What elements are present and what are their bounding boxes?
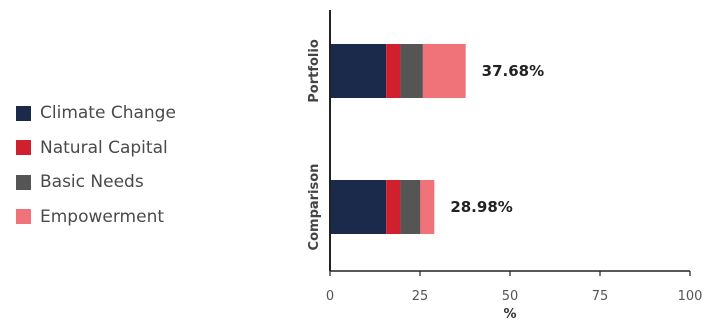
category-labels: Portfolio Comparison: [307, 39, 322, 250]
legend-label: Basic Needs: [40, 172, 144, 193]
bar-comparison-natural-capital: [386, 180, 401, 234]
legend-item-natural-capital: Natural Capital: [16, 131, 176, 166]
x-axis-title: %: [503, 307, 516, 322]
x-tick-label: 100: [678, 289, 703, 304]
x-tick-label: 0: [326, 289, 334, 304]
bar-comparison-empowerment: [420, 180, 435, 234]
total-labels: 37.68% 28.98%: [450, 62, 544, 216]
category-label-comparison: Comparison: [307, 164, 322, 251]
category-label-portfolio: Portfolio: [307, 39, 322, 103]
bar-comparison-basic-needs: [400, 180, 421, 234]
legend-item-basic-needs: Basic Needs: [16, 165, 176, 200]
legend-swatch: [16, 140, 31, 156]
total-label-portfolio: 37.68%: [482, 62, 544, 80]
x-tick-label: 75: [592, 289, 609, 304]
legend-label: Empowerment: [40, 206, 165, 227]
legend-label: Natural Capital: [40, 137, 168, 158]
bar-portfolio-climate-change: [330, 44, 387, 98]
legend-label: Climate Change: [40, 103, 176, 124]
legend: Climate Change Natural Capital Basic Needs…: [16, 96, 176, 234]
x-tick-label: 25: [412, 289, 429, 304]
legend-item-climate-change: Climate Change: [16, 96, 176, 131]
x-ticks: 0 25 50 75 100: [326, 271, 703, 304]
total-label-comparison: 28.98%: [450, 198, 512, 216]
x-tick-label: 50: [502, 289, 519, 304]
legend-swatch: [16, 105, 31, 121]
bar-portfolio-natural-capital: [386, 44, 401, 98]
legend-swatch: [16, 174, 31, 190]
bars-group: [330, 44, 466, 234]
bar-portfolio-basic-needs: [400, 44, 423, 98]
legend-item-empowerment: Empowerment: [16, 200, 176, 235]
legend-swatch: [16, 209, 31, 225]
bar-portfolio-empowerment: [422, 44, 466, 98]
bar-comparison-climate-change: [330, 180, 387, 234]
